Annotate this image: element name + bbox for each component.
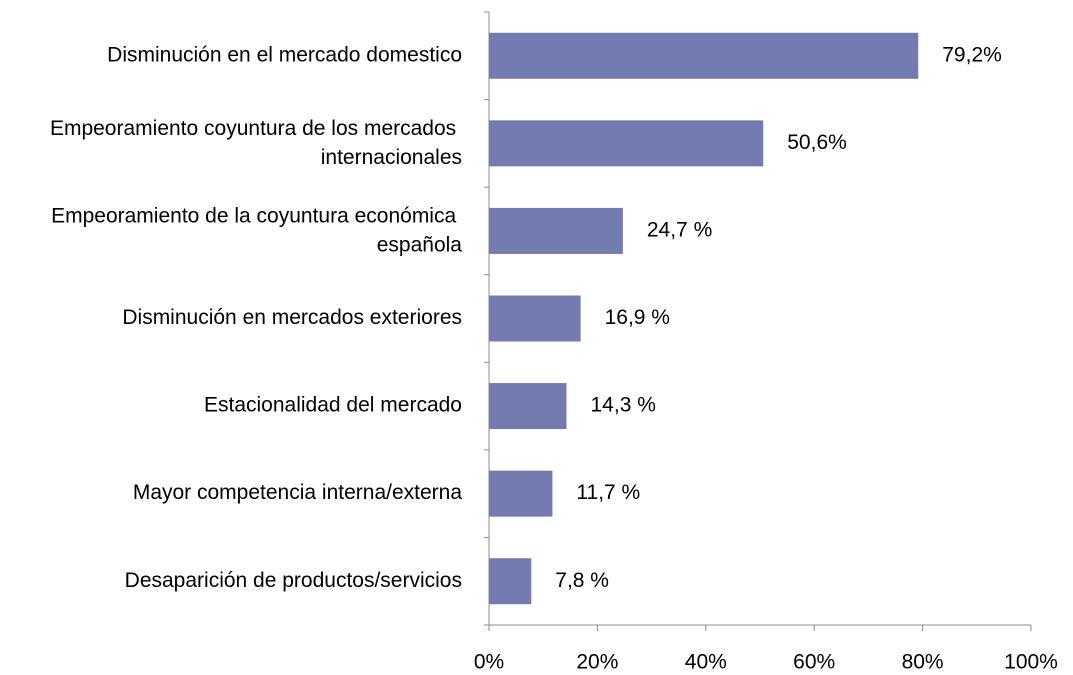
value-label: 79,2% <box>942 43 1002 66</box>
bar <box>489 558 532 605</box>
value-label: 50,6% <box>787 131 847 154</box>
x-tick-label: 0% <box>474 651 504 674</box>
bar <box>489 295 581 342</box>
value-label: 11,7 % <box>576 481 640 504</box>
category-label: Mayor competencia interna/externa <box>133 481 462 504</box>
category-label: Estacionalidad del mercado <box>204 394 462 417</box>
category-label: Empeoramiento coyuntura de los mercados … <box>50 116 462 168</box>
x-tick-label: 80% <box>902 651 944 674</box>
value-label: 14,3 % <box>591 394 656 417</box>
x-tick-label: 100% <box>1004 651 1058 674</box>
x-tick-label: 60% <box>793 651 835 674</box>
bar <box>489 383 567 430</box>
category-label: Disminución en el mercado domestico <box>107 43 462 66</box>
bar <box>489 470 553 517</box>
value-label: 16,9 % <box>605 306 670 329</box>
bar <box>489 32 919 79</box>
category-label: Desaparición de productos/servicios <box>125 569 462 592</box>
value-label: 24,7 % <box>647 218 712 241</box>
category-label: Empeoramiento de la coyuntura económica … <box>51 204 462 256</box>
bar <box>489 120 764 167</box>
category-label: Disminución en mercados exteriores <box>122 306 462 329</box>
x-tick-label: 20% <box>576 651 618 674</box>
value-label: 7,8 % <box>555 569 609 592</box>
x-tick-label: 40% <box>685 651 727 674</box>
bar <box>489 207 623 254</box>
